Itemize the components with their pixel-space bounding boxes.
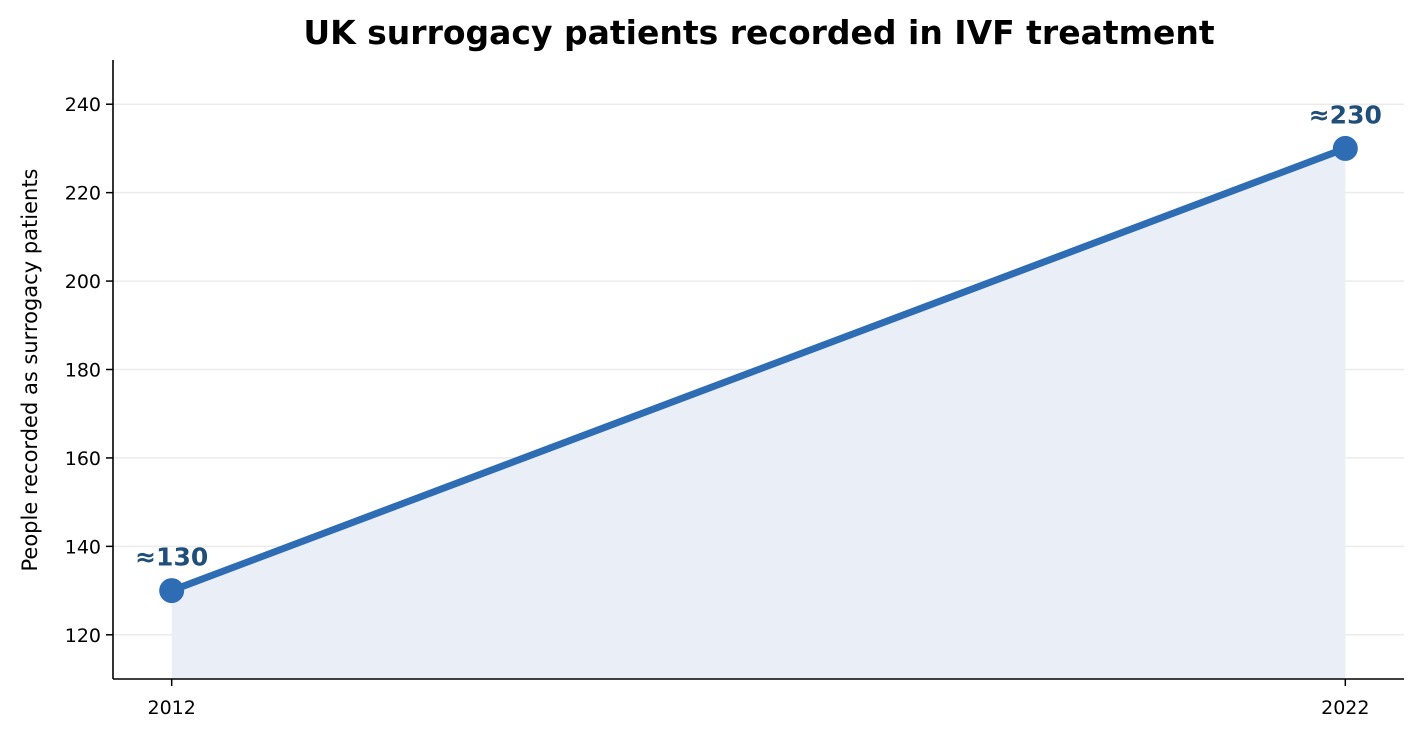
data-point (159, 578, 185, 604)
series-line-layer (168, 144, 1349, 595)
y-tick-label: 240 (65, 94, 101, 116)
y-tick-label: 160 (65, 448, 101, 470)
y-tick-label: 140 (65, 536, 101, 558)
area-fill-layer (171, 148, 1346, 679)
data-point (1332, 135, 1358, 161)
x-tick-label: 2012 (148, 697, 196, 719)
y-tick-label: 220 (65, 183, 101, 205)
data-label: ≈130 (135, 543, 208, 572)
y-tick-label: 200 (65, 271, 101, 293)
area-fill (171, 148, 1346, 679)
y-axis-title: People recorded as surrogacy patients (18, 169, 42, 572)
data-points (159, 135, 1358, 604)
y-tick-label: 120 (65, 625, 101, 647)
y-axis-ticks: 120 140 160 180 200 220 240 (65, 94, 113, 647)
series-line (168, 144, 1349, 595)
data-labels: ≈130 ≈230 (135, 100, 1382, 571)
data-label: ≈230 (1309, 100, 1382, 129)
x-tick-label: 2022 (1321, 697, 1369, 719)
chart-title: UK surrogacy patients recorded in IVF tr… (303, 13, 1215, 52)
y-tick-label: 180 (65, 360, 101, 382)
x-axis-ticks: 2012 2022 (148, 679, 1369, 719)
